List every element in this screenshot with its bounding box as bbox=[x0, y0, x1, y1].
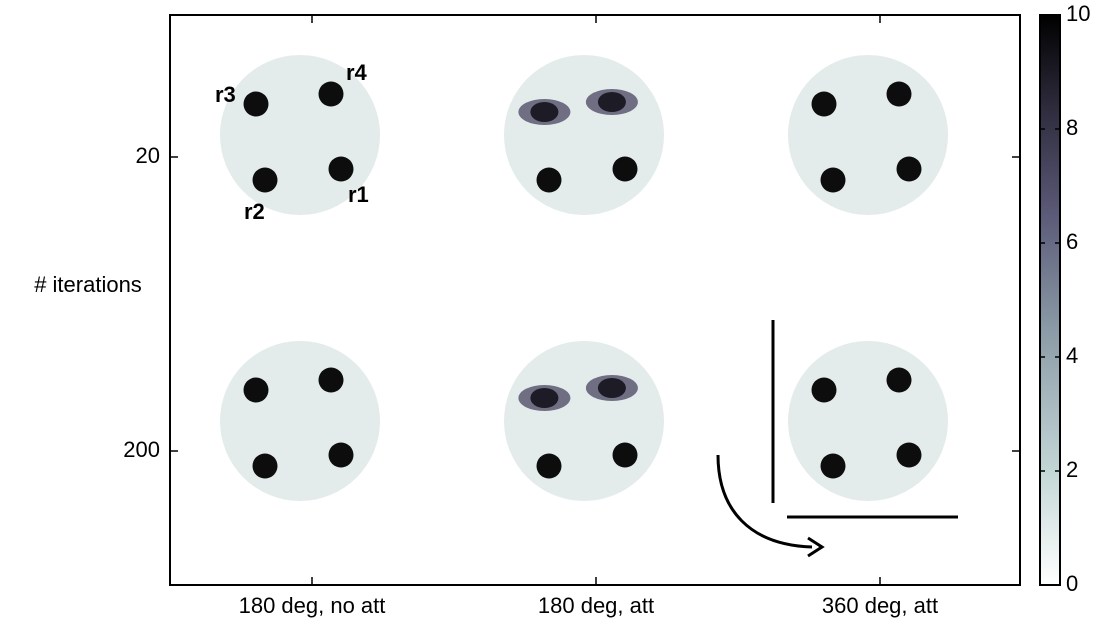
phantom-disk bbox=[788, 55, 948, 215]
x-tick-label: 360 deg, att bbox=[822, 593, 938, 618]
colorbar-tick-label: 4 bbox=[1066, 343, 1078, 368]
artifact bbox=[597, 378, 626, 398]
hot-region bbox=[811, 91, 837, 117]
hot-region bbox=[886, 81, 912, 107]
y-tick-label: 200 bbox=[123, 437, 160, 462]
colorbar-tick-label: 10 bbox=[1066, 1, 1090, 26]
colorbar-tick-label: 8 bbox=[1066, 115, 1078, 140]
colorbar bbox=[1039, 14, 1061, 586]
hot-region bbox=[896, 442, 922, 468]
annotation: r4 bbox=[346, 60, 368, 85]
artifact bbox=[530, 388, 559, 408]
phantom-disk bbox=[788, 341, 948, 501]
hot-region bbox=[252, 167, 278, 193]
annotation: r3 bbox=[215, 82, 236, 107]
hot-region bbox=[328, 156, 354, 182]
hot-region bbox=[252, 453, 278, 479]
hot-region bbox=[328, 442, 354, 468]
artifact bbox=[530, 102, 559, 122]
phantom-disk bbox=[220, 341, 380, 501]
hot-region bbox=[820, 453, 846, 479]
annotation: r1 bbox=[348, 182, 369, 207]
hot-region bbox=[896, 156, 922, 182]
colorbar-tick-label: 2 bbox=[1066, 457, 1078, 482]
phantom-disk bbox=[504, 55, 664, 215]
hot-region bbox=[536, 453, 562, 479]
hot-region bbox=[243, 91, 269, 117]
hot-region bbox=[886, 367, 912, 393]
hot-region bbox=[612, 442, 638, 468]
y-tick-label: 20 bbox=[136, 143, 160, 168]
y-axis-label: # iterations bbox=[34, 272, 142, 297]
x-tick-label: 180 deg, no att bbox=[239, 593, 386, 618]
colorbar-tick-label: 6 bbox=[1066, 229, 1078, 254]
axes-frame bbox=[169, 14, 1021, 586]
hot-region bbox=[243, 377, 269, 403]
rotation-arrow bbox=[716, 454, 813, 549]
artifact bbox=[597, 92, 626, 112]
colorbar-tick-label: 0 bbox=[1066, 571, 1078, 596]
hot-region bbox=[820, 167, 846, 193]
hot-region bbox=[811, 377, 837, 403]
hot-region bbox=[318, 367, 344, 393]
phantom-disk bbox=[504, 341, 664, 501]
hot-region bbox=[536, 167, 562, 193]
x-tick-label: 180 deg, att bbox=[538, 593, 654, 618]
hot-region bbox=[318, 81, 344, 107]
image-grid bbox=[220, 55, 948, 501]
annotation: r2 bbox=[244, 199, 265, 224]
arrow-head bbox=[807, 536, 825, 558]
hot-region bbox=[612, 156, 638, 182]
